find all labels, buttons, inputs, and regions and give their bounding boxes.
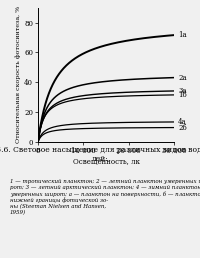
Text: 2а: 2а [178,74,187,82]
Text: 1б: 1б [178,91,187,99]
Text: 2б: 2б [178,124,187,132]
X-axis label: Освещённость, лк: Освещённость, лк [73,158,140,166]
Text: 1а: 1а [178,31,187,39]
Y-axis label: Относительная скорость фотосинтеза, %: Относительная скорость фотосинтеза, % [16,6,21,143]
Text: 4а: 4а [178,118,187,126]
Text: 3а: 3а [178,87,187,95]
Text: Рис. 3.6. Световое насыщение для различных видов водорос-
лей:: Рис. 3.6. Световое насыщение для различн… [0,146,200,163]
Text: 1 — тропический планктон; 2 — летний планктон умеренных ши-
рот; 3 — летний аркт: 1 — тропический планктон; 2 — летний пла… [10,179,200,215]
